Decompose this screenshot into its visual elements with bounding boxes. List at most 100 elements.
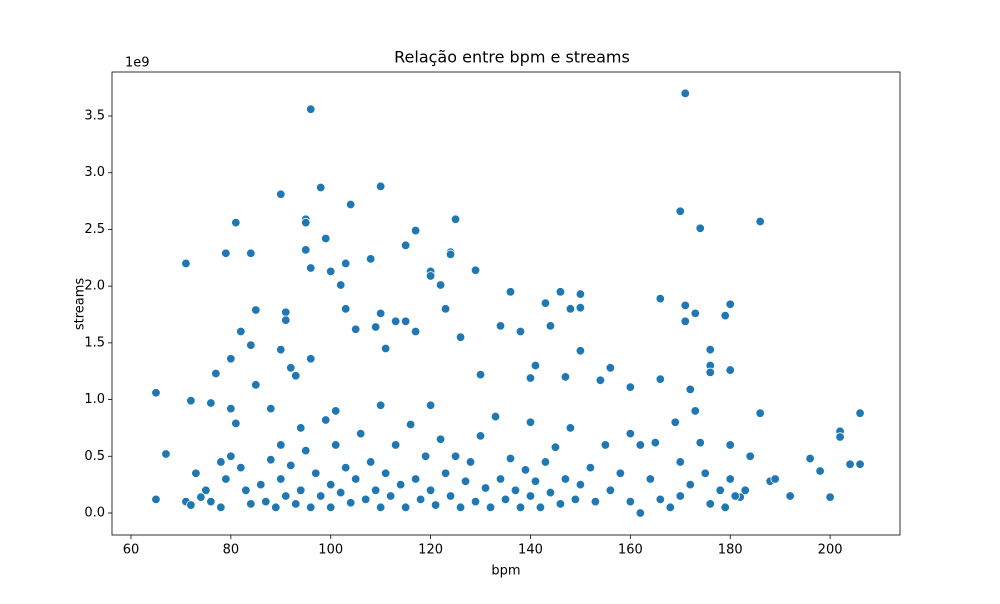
point: [555, 499, 566, 509]
point: [410, 225, 421, 236]
point: [395, 479, 406, 490]
point: [251, 380, 261, 390]
point: [345, 498, 356, 508]
point: [370, 485, 381, 496]
point: [600, 440, 611, 450]
point: [715, 485, 725, 496]
point: [495, 474, 506, 484]
point: [525, 417, 536, 427]
point: [231, 418, 241, 429]
y-offset-label: 1e9: [125, 56, 150, 71]
point: [695, 437, 705, 448]
point: [316, 491, 326, 501]
point: [685, 479, 695, 490]
point: [590, 496, 601, 507]
point: [316, 182, 326, 193]
point: [301, 445, 311, 456]
point: [266, 403, 276, 414]
point: [161, 449, 171, 459]
point: [705, 344, 715, 355]
point: [375, 308, 386, 319]
point: [575, 289, 586, 299]
point: [680, 300, 690, 311]
point: [755, 408, 765, 418]
point: [201, 485, 211, 496]
point: [271, 502, 281, 513]
point: [745, 451, 755, 461]
point: [720, 502, 730, 513]
y-tick-label: 3.0: [84, 165, 105, 180]
point: [281, 315, 291, 325]
point: [835, 432, 845, 442]
point: [565, 304, 576, 314]
point: [375, 181, 386, 192]
point: [226, 403, 236, 414]
point: [605, 363, 616, 373]
point: [730, 491, 740, 501]
point: [785, 491, 795, 501]
point: [405, 419, 416, 430]
point: [605, 485, 616, 496]
point: [375, 502, 386, 513]
y-tick-label: 0.0: [84, 505, 105, 520]
point: [236, 326, 246, 337]
point: [226, 354, 236, 364]
point: [350, 474, 361, 484]
point: [680, 88, 690, 99]
point: [705, 499, 715, 509]
point: [670, 417, 680, 427]
point: [251, 305, 261, 315]
point: [465, 457, 476, 467]
point: [181, 258, 191, 269]
point: [845, 459, 855, 469]
point: [695, 223, 705, 233]
y-axis-label: streams: [73, 278, 88, 331]
point: [415, 494, 426, 505]
point: [440, 304, 451, 314]
point: [286, 363, 296, 373]
point: [380, 468, 391, 478]
point: [365, 254, 376, 264]
point: [855, 459, 865, 469]
plot-frame: [111, 71, 901, 536]
point: [815, 466, 825, 476]
point: [680, 316, 690, 327]
point: [256, 479, 266, 490]
x-tick-label: 180: [718, 543, 743, 558]
y-tick-label: 0.5: [84, 449, 105, 464]
y-tick-label: 3.5: [84, 109, 105, 124]
point: [560, 372, 571, 382]
point: [321, 233, 331, 244]
point: [655, 293, 666, 304]
point: [470, 496, 481, 507]
x-tick-label: 160: [618, 543, 643, 558]
point: [575, 346, 586, 356]
point: [720, 310, 730, 321]
x-tick-label: 120: [418, 543, 443, 558]
point: [291, 371, 301, 381]
point: [805, 453, 815, 464]
point: [311, 468, 321, 478]
point: [246, 248, 256, 258]
x-tick-label: 60: [123, 543, 140, 558]
point: [450, 214, 461, 224]
point: [390, 440, 401, 450]
point: [545, 487, 556, 498]
point: [306, 263, 316, 273]
point: [725, 365, 735, 375]
point: [645, 474, 656, 484]
point: [550, 442, 561, 452]
point: [445, 491, 456, 501]
point: [231, 217, 241, 228]
point: [360, 494, 371, 505]
point: [625, 496, 636, 507]
point: [241, 485, 251, 496]
point: [725, 299, 735, 309]
point: [585, 462, 596, 473]
point: [345, 199, 356, 210]
point: [336, 280, 346, 290]
point: [575, 479, 586, 490]
point: [296, 423, 306, 433]
